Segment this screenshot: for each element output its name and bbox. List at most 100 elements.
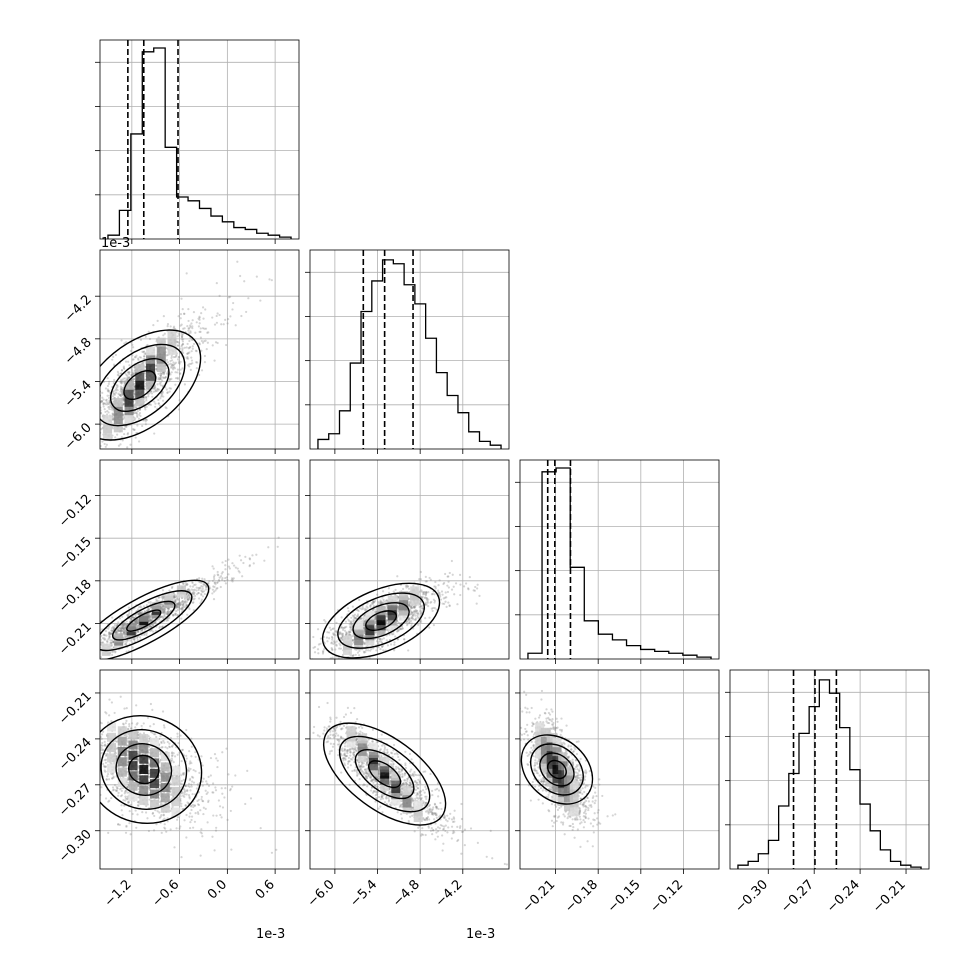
scatter-point <box>199 587 202 590</box>
scatter-point <box>351 614 354 617</box>
density-cell <box>354 630 364 640</box>
scatter-point <box>122 398 125 401</box>
scatter-point <box>139 605 142 608</box>
scatter-point <box>164 607 167 611</box>
scatter-point <box>439 595 442 598</box>
scatter-point <box>186 595 189 598</box>
scatter-point <box>348 623 351 626</box>
scatter-point <box>328 626 331 629</box>
scatter-point <box>137 417 141 420</box>
scatter-point <box>201 595 205 598</box>
scatter-point <box>202 590 206 593</box>
scatter-point <box>411 613 415 616</box>
scatter-point <box>149 617 152 620</box>
scatter-point <box>159 384 162 387</box>
scatter-point <box>175 609 178 613</box>
scatter-point <box>112 381 115 385</box>
scatter-point <box>188 596 191 599</box>
scatter-point <box>386 629 389 632</box>
scatter-point <box>137 752 140 755</box>
scatter-point <box>381 596 384 599</box>
scatter-point <box>206 331 209 334</box>
scatter-point <box>362 617 365 620</box>
scatter-point <box>211 592 214 595</box>
scatter-point <box>352 620 355 623</box>
scatter-point <box>367 649 370 652</box>
scatter-point <box>156 810 159 813</box>
scatter-point <box>393 643 396 646</box>
scatter-point <box>141 629 144 632</box>
scatter-point <box>171 364 174 367</box>
scatter-point <box>179 734 182 737</box>
scatter-point <box>155 735 158 739</box>
scatter-point <box>144 396 147 399</box>
scatter-point <box>377 600 380 603</box>
scatter-point <box>312 646 315 649</box>
scatter-point <box>108 633 111 636</box>
scatter-point <box>122 623 126 627</box>
scatter-point <box>122 365 125 368</box>
scatter-point <box>396 630 399 633</box>
scatter-point <box>112 788 115 791</box>
scatter-point <box>172 614 175 617</box>
scatter-point <box>148 757 151 760</box>
scatter-point <box>135 620 138 623</box>
scatter-point <box>178 362 181 365</box>
scatter-point <box>177 605 181 608</box>
scatter-point <box>173 596 176 599</box>
scatter-point <box>105 398 108 401</box>
scatter-point <box>120 395 123 398</box>
scatter-point <box>121 629 124 633</box>
scatter-point <box>198 330 201 333</box>
scatter-point <box>126 749 129 752</box>
scatter-point <box>362 650 366 653</box>
scatter-point <box>193 588 196 591</box>
scatter-point <box>334 630 337 633</box>
scatter-point <box>125 623 128 626</box>
scatter-point <box>412 610 416 614</box>
scatter-point <box>157 378 160 381</box>
scatter-point <box>143 355 146 358</box>
scatter-point <box>380 638 384 641</box>
scatter-point <box>177 344 180 347</box>
scatter-point <box>229 315 232 318</box>
scatter-point <box>197 591 200 595</box>
scatter-point <box>187 588 190 592</box>
scatter-point <box>119 380 123 383</box>
scatter-point <box>138 356 141 359</box>
scatter-point <box>137 745 140 748</box>
scatter-point <box>121 393 124 396</box>
scatter-point <box>159 374 163 377</box>
scatter-point <box>444 591 447 594</box>
scatter-point <box>381 645 384 648</box>
density-cell <box>354 641 364 651</box>
scatter-point <box>122 427 126 431</box>
scatter-point <box>270 279 273 282</box>
density-cell <box>146 371 156 381</box>
scatter-point <box>344 633 348 636</box>
scatter-point <box>193 592 196 595</box>
scatter-point <box>186 583 189 586</box>
scatter-point <box>379 599 382 602</box>
scatter-point <box>423 592 426 596</box>
scatter-point <box>122 631 126 634</box>
scatter-point <box>162 315 165 318</box>
scatter-point <box>148 337 152 341</box>
scatter-point <box>160 596 163 599</box>
scatter-point <box>133 404 136 407</box>
scatter-point <box>351 654 355 657</box>
scatter-point <box>149 615 153 618</box>
scatter-point <box>183 597 186 600</box>
axes-frame <box>99 249 300 450</box>
scatter-point <box>181 342 185 346</box>
scatter-point <box>454 582 458 585</box>
scatter-point <box>355 615 359 618</box>
scatter-point <box>112 392 115 395</box>
scatter-point <box>397 628 400 632</box>
scatter-point <box>147 608 151 611</box>
scatter-point <box>110 701 113 704</box>
scatter-point <box>323 619 326 622</box>
scatter-point <box>356 609 359 612</box>
scatter-point <box>148 616 152 619</box>
scatter-point <box>335 621 338 624</box>
